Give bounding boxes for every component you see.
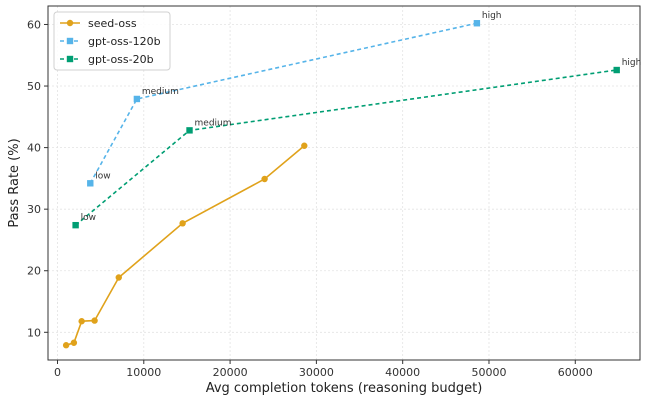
legend-item: gpt-oss-20b [60,53,154,66]
data-point [115,274,122,281]
data-point [91,317,98,324]
legend: seed-oss gpt-oss-120b gpt-oss-20b [53,11,171,71]
x-axis-label: Avg completion tokens (reasoning budget) [206,381,483,396]
data-point [87,180,94,187]
data-point [301,142,308,149]
y-tick-label: 30 [27,203,41,216]
legend-label: gpt-oss-20b [88,53,154,66]
series-gpt-oss-20b [72,66,620,229]
point-annotation: medium [142,87,179,97]
legend-item: gpt-oss-120b [60,35,161,48]
data-point [62,342,70,349]
point-annotation: high [482,11,502,21]
x-tick-label: 0 [54,366,61,379]
annotations: low medium high low medium high [81,11,642,223]
y-tick-label: 20 [27,265,41,278]
plot-frame [47,5,641,361]
point-annotation: low [95,171,110,181]
x-tick-label: 50000 [471,366,506,379]
series-line [65,145,305,346]
data-point [72,221,79,229]
legend-label: gpt-oss-120b [88,35,161,48]
y-tick-label: 50 [27,80,41,93]
legend-marker [66,37,74,45]
series-gpt-oss-120b [87,20,481,187]
series-seed-oss [62,142,308,349]
legend-item: seed-oss [60,17,137,30]
y-tick-label: 10 [27,326,41,339]
grid [48,6,640,360]
data-point [186,127,193,134]
data-point [78,318,85,325]
axis-ticks: 0 10000 20000 30000 40000 50000 60000 10 20 30 40 5… [27,18,593,379]
legend-marker [66,55,74,63]
data-point [613,66,620,74]
data-point [473,20,481,27]
y-axis-label: Pass Rate (%) [7,138,22,227]
point-annotation: medium [195,118,232,128]
data-point [70,339,78,346]
x-tick-label: 10000 [126,366,161,379]
data-point [261,175,268,183]
x-tick-label: 20000 [213,366,248,379]
x-tick-label: 30000 [299,366,334,379]
x-tick-label: 60000 [558,366,593,379]
point-annotation: high [622,58,642,68]
y-tick-label: 60 [27,18,41,31]
point-annotation: low [81,213,96,223]
legend-box [53,11,171,71]
y-tick-label: 40 [27,142,41,155]
legend-marker [66,19,74,27]
legend-label: seed-oss [88,17,137,30]
data-point [179,220,186,227]
data-point [133,95,141,103]
x-tick-label: 40000 [385,366,420,379]
series-layer [62,20,620,349]
